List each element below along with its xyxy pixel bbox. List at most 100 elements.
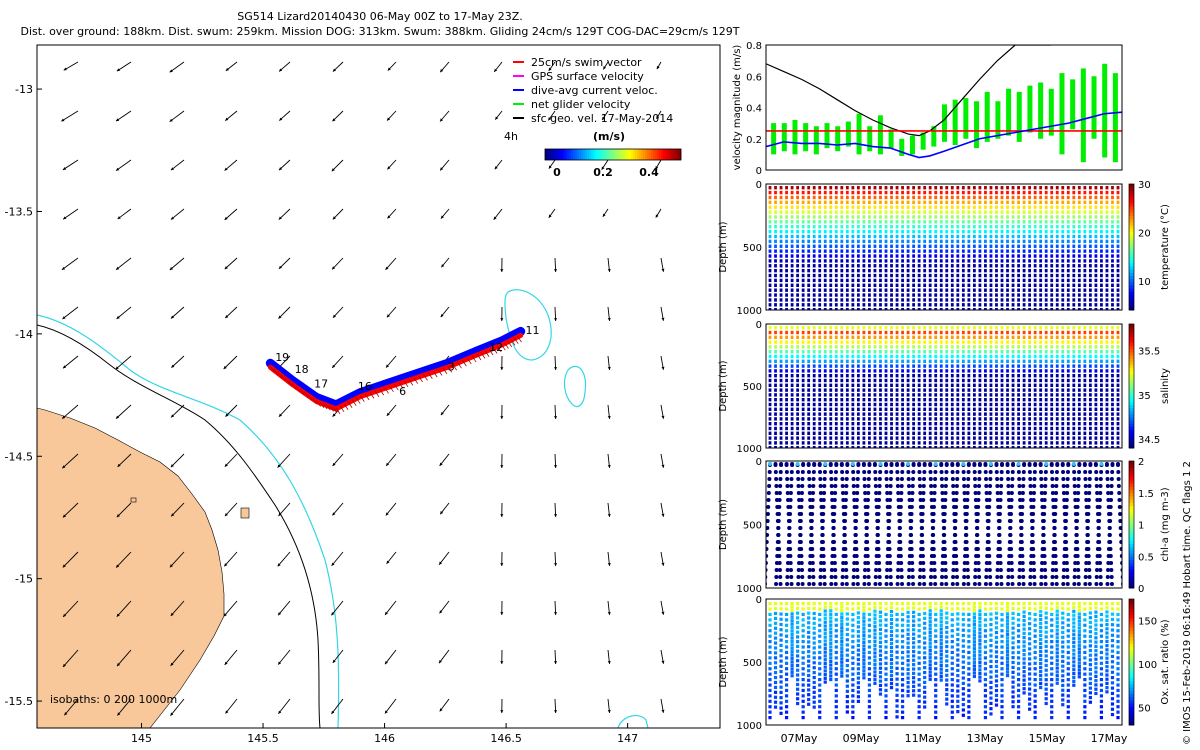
chl-point xyxy=(1038,470,1043,474)
profile-point xyxy=(807,407,811,411)
profile-point xyxy=(890,190,893,195)
colorbar-cell xyxy=(599,149,602,160)
profile-point xyxy=(1050,330,1054,335)
profile-point xyxy=(779,220,783,224)
profile-point xyxy=(818,239,822,244)
profile-point xyxy=(1017,195,1020,200)
profile-point xyxy=(1105,426,1109,431)
profile-point xyxy=(972,388,976,392)
profile-point xyxy=(1022,259,1026,263)
profile-point xyxy=(1033,273,1037,278)
chl-point xyxy=(832,498,837,502)
profile-point xyxy=(1055,186,1059,190)
profile-point xyxy=(807,293,811,297)
profile-point xyxy=(923,190,927,195)
profile-point xyxy=(856,431,860,435)
profile-point xyxy=(1105,326,1109,330)
profile-point xyxy=(995,330,998,335)
profile-point xyxy=(989,369,993,373)
profile-point xyxy=(1077,431,1081,435)
chl-point xyxy=(866,568,871,572)
profile-point xyxy=(1050,195,1054,200)
profile-point xyxy=(812,308,816,310)
profile-point xyxy=(912,186,916,190)
profile-point xyxy=(1066,229,1070,234)
profile-point xyxy=(779,335,783,339)
profile-point xyxy=(845,402,849,407)
profile-point xyxy=(1006,407,1009,411)
profile-point xyxy=(879,335,882,339)
profile-point xyxy=(1011,335,1015,339)
chl-point xyxy=(833,582,838,586)
profile-point xyxy=(1006,369,1009,373)
profile-point xyxy=(901,298,904,302)
chl-point xyxy=(1042,498,1047,502)
profile-point xyxy=(1017,215,1020,219)
profile-point xyxy=(801,340,805,344)
profile-point xyxy=(796,330,800,335)
chl-point xyxy=(840,470,845,474)
profile-point xyxy=(995,229,998,234)
chl-point xyxy=(941,547,946,551)
profile-point xyxy=(807,326,811,330)
profile-point xyxy=(1033,190,1037,195)
profile-point xyxy=(945,369,949,373)
profile-point xyxy=(856,244,860,248)
profile-point xyxy=(790,335,794,339)
chl-point xyxy=(831,533,836,537)
profile-point xyxy=(868,359,871,363)
field-vector-head xyxy=(661,415,665,419)
chl-point xyxy=(973,568,978,572)
profile-point xyxy=(956,354,960,359)
chl-point xyxy=(910,575,915,579)
field-vector-head xyxy=(607,268,611,272)
chl-point xyxy=(766,498,771,502)
profile-point xyxy=(901,446,904,448)
profile-point xyxy=(1111,215,1114,219)
profile-point xyxy=(934,195,938,200)
profile-point xyxy=(840,293,844,297)
profile-point xyxy=(961,345,965,349)
chl-surface-point xyxy=(955,462,960,466)
chl-point xyxy=(854,512,859,516)
profile-point xyxy=(1077,283,1081,287)
profile-point xyxy=(928,398,932,402)
profile-point xyxy=(934,412,938,416)
profile-point xyxy=(1006,303,1009,307)
colorbar-cell xyxy=(643,149,646,160)
profile-point xyxy=(1116,398,1120,402)
chl-point xyxy=(786,540,791,544)
profile-point xyxy=(1072,249,1076,253)
colorbar-cell xyxy=(1129,324,1134,328)
profile-point xyxy=(901,254,904,258)
profile-point xyxy=(906,215,910,219)
profile-point xyxy=(912,298,916,302)
profile-point xyxy=(1061,359,1065,363)
chl-point xyxy=(885,561,890,565)
chl-point xyxy=(873,477,878,481)
profile-point xyxy=(906,402,910,407)
profile-point xyxy=(1066,293,1070,297)
profile-point xyxy=(1039,393,1043,397)
profile-point xyxy=(967,298,971,302)
profile-point xyxy=(945,431,949,435)
profile-point xyxy=(1077,186,1081,190)
profile-point xyxy=(895,259,899,263)
profile-point xyxy=(834,244,838,248)
profile-point xyxy=(1094,308,1098,310)
profile-point xyxy=(901,220,904,224)
field-vector-head xyxy=(439,660,442,664)
profile-point xyxy=(879,283,882,287)
profile-point xyxy=(1066,417,1070,421)
profile-point xyxy=(912,288,916,292)
profile-point xyxy=(895,426,899,431)
profile-point xyxy=(1044,330,1048,335)
colorbar-cell xyxy=(1129,342,1134,347)
profile-point xyxy=(923,330,927,335)
profile-point xyxy=(1055,431,1059,435)
profile-point xyxy=(961,383,965,387)
profile-point xyxy=(1094,369,1098,373)
field-vector-head xyxy=(225,117,229,121)
chl-surface-point xyxy=(928,462,933,466)
chl-point xyxy=(800,477,805,481)
